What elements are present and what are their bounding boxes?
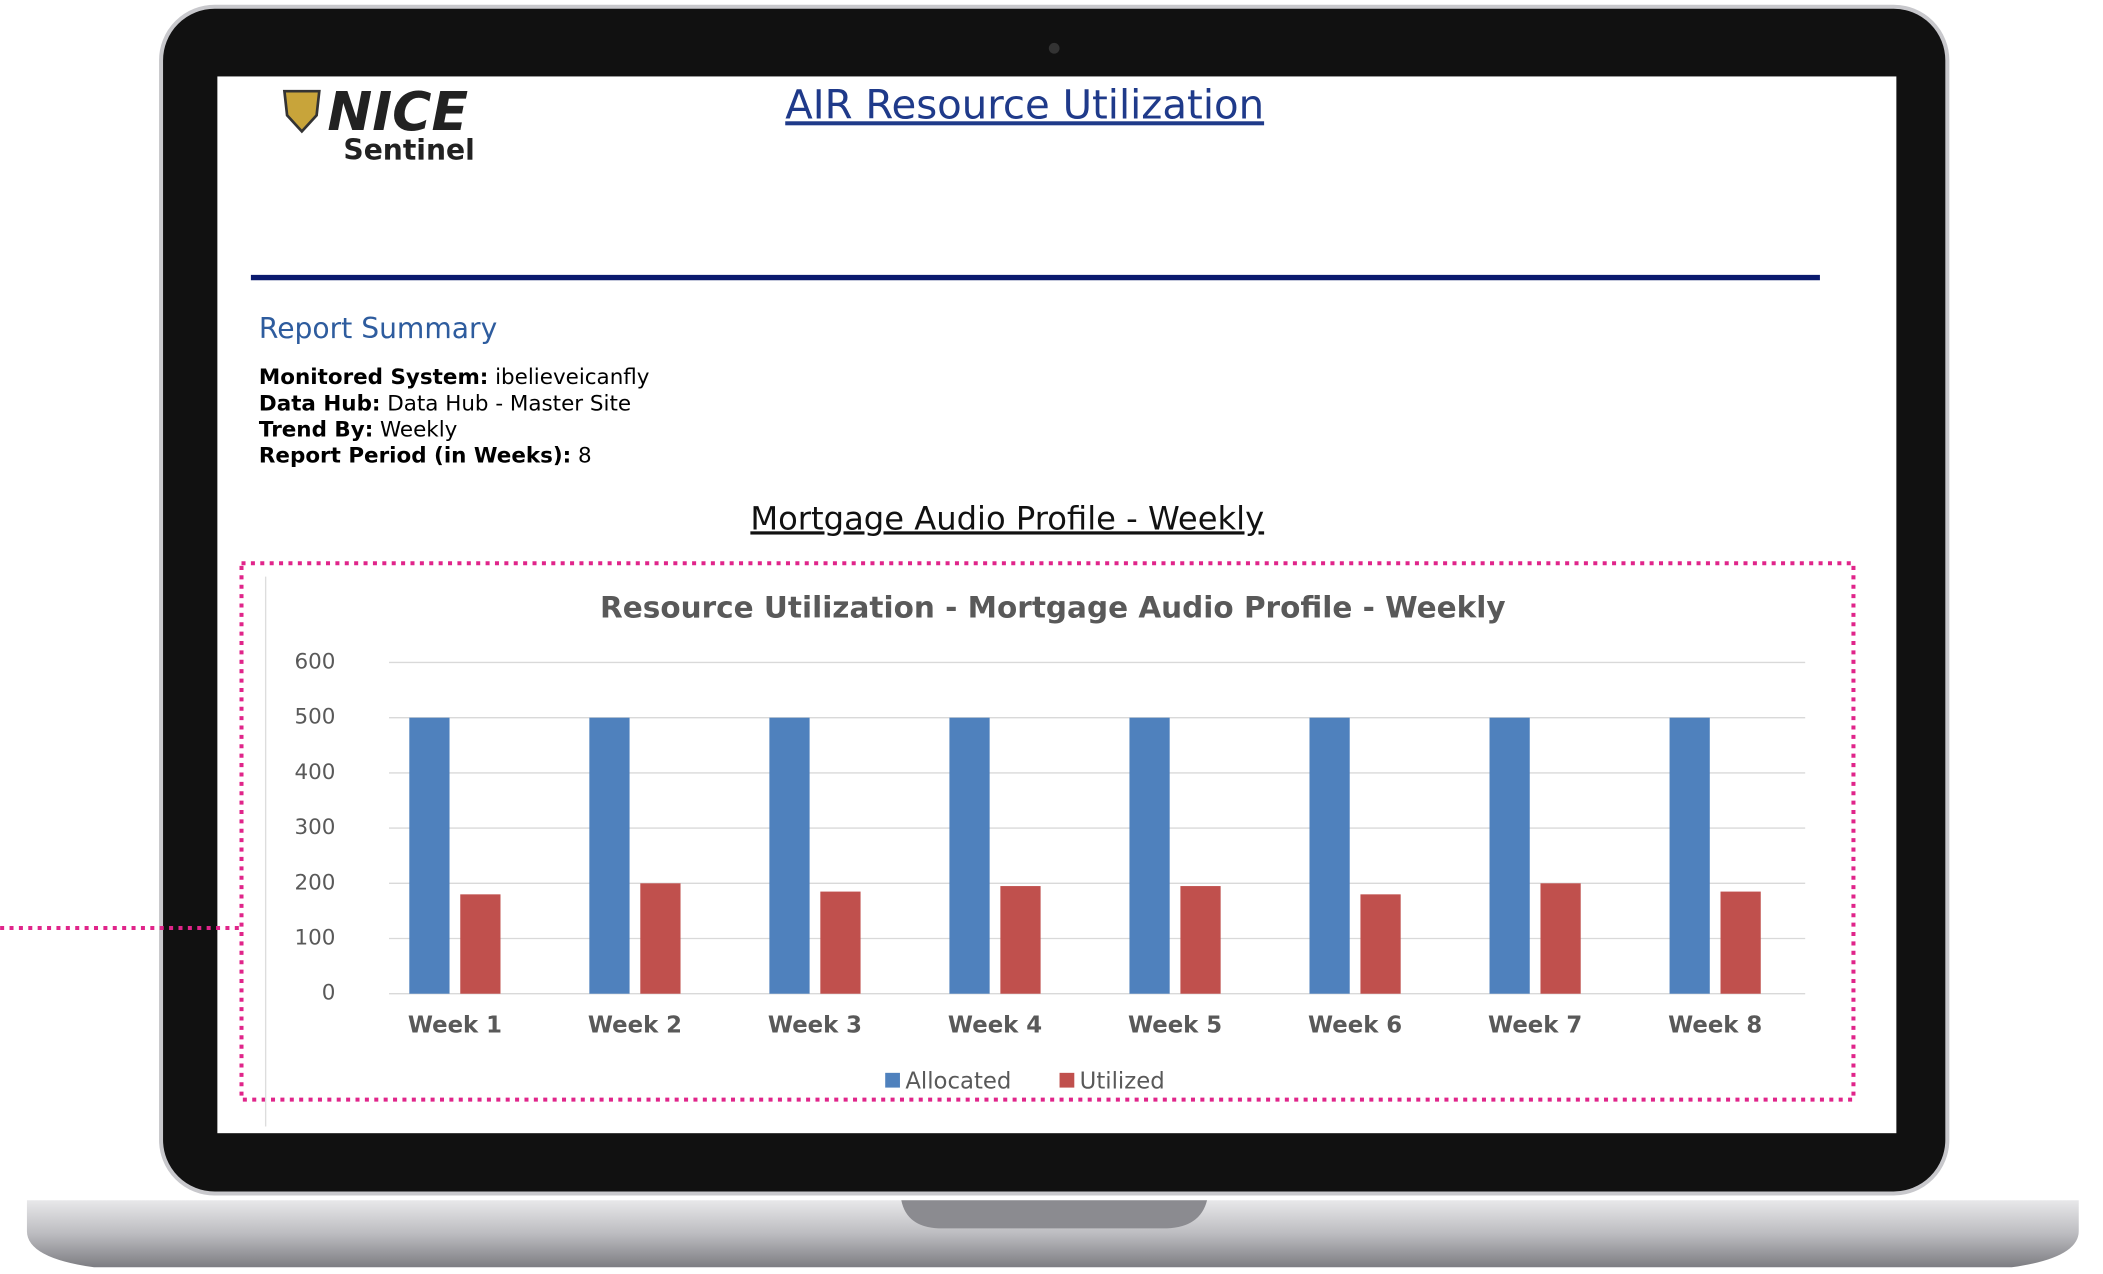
x-tick-label: Week 1 — [408, 1012, 502, 1038]
summary-value: Weekly — [380, 417, 458, 442]
x-tick-label: Week 2 — [588, 1012, 682, 1038]
summary-value: Data Hub - Master Site — [387, 391, 631, 416]
bar — [589, 718, 629, 994]
y-tick-label: 600 — [294, 649, 335, 674]
summary-label: Data Hub: — [259, 391, 381, 416]
bar — [1670, 718, 1710, 994]
bar — [1180, 886, 1220, 994]
bar — [1000, 886, 1040, 994]
legend-swatch — [1060, 1073, 1075, 1088]
summary-label: Trend By: — [259, 417, 373, 442]
summary-value: 8 — [578, 444, 592, 469]
x-tick-label: Week 6 — [1308, 1012, 1402, 1038]
y-tick-label: 100 — [294, 926, 335, 951]
bar — [460, 894, 500, 993]
y-tick-label: 300 — [294, 815, 335, 840]
x-tick-label: Week 5 — [1128, 1012, 1222, 1038]
x-tick-label: Week 3 — [768, 1012, 862, 1038]
legend-label: Utilized — [1080, 1069, 1165, 1095]
y-tick-label: 400 — [294, 760, 335, 785]
camera — [1049, 43, 1060, 54]
summary-item: Data Hub:Data Hub - Master Site — [259, 391, 631, 416]
screenshot: NICE Sentinel AIR Resource Utilization R… — [0, 0, 2103, 1274]
bar — [1721, 892, 1761, 994]
bar — [1490, 718, 1530, 994]
summary-value: ibelieveicanfly — [495, 365, 650, 390]
bar — [409, 718, 449, 994]
report-title: AIR Resource Utilization — [785, 82, 1264, 128]
x-tick-label: Week 7 — [1488, 1012, 1582, 1038]
summary-item: Monitored System: ibelieveicanfly — [259, 365, 650, 390]
summary-item: Report Period (in Weeks): 8 — [259, 444, 592, 469]
logo-product: Sentinel — [343, 134, 474, 167]
summary-label: Report Period (in Weeks): — [259, 444, 571, 469]
x-tick-label: Week 4 — [948, 1012, 1042, 1038]
bar — [1360, 894, 1400, 993]
page: NICE Sentinel AIR Resource Utilization R… — [0, 0, 2103, 1274]
y-tick-label: 0 — [322, 981, 336, 1006]
chart-title: Resource Utilization - Mortgage Audio Pr… — [600, 590, 1506, 624]
legend-label: Allocated — [905, 1069, 1011, 1095]
bar — [769, 718, 809, 994]
x-tick-label: Week 8 — [1668, 1012, 1762, 1038]
y-tick-label: 200 — [294, 870, 335, 895]
bar — [1129, 718, 1169, 994]
legend-swatch — [885, 1073, 900, 1088]
bar — [949, 718, 989, 994]
y-tick-label: 500 — [294, 705, 335, 730]
bar — [820, 892, 860, 994]
bar — [1309, 718, 1349, 994]
summary-item: Trend By: Weekly — [259, 417, 458, 442]
laptop-notch — [901, 1200, 1207, 1228]
section-title: Mortgage Audio Profile - Weekly — [750, 499, 1264, 537]
bar — [1540, 883, 1580, 993]
summary-heading: Report Summary — [259, 312, 497, 345]
bar — [640, 883, 680, 993]
summary-label: Monitored System: — [259, 365, 488, 390]
